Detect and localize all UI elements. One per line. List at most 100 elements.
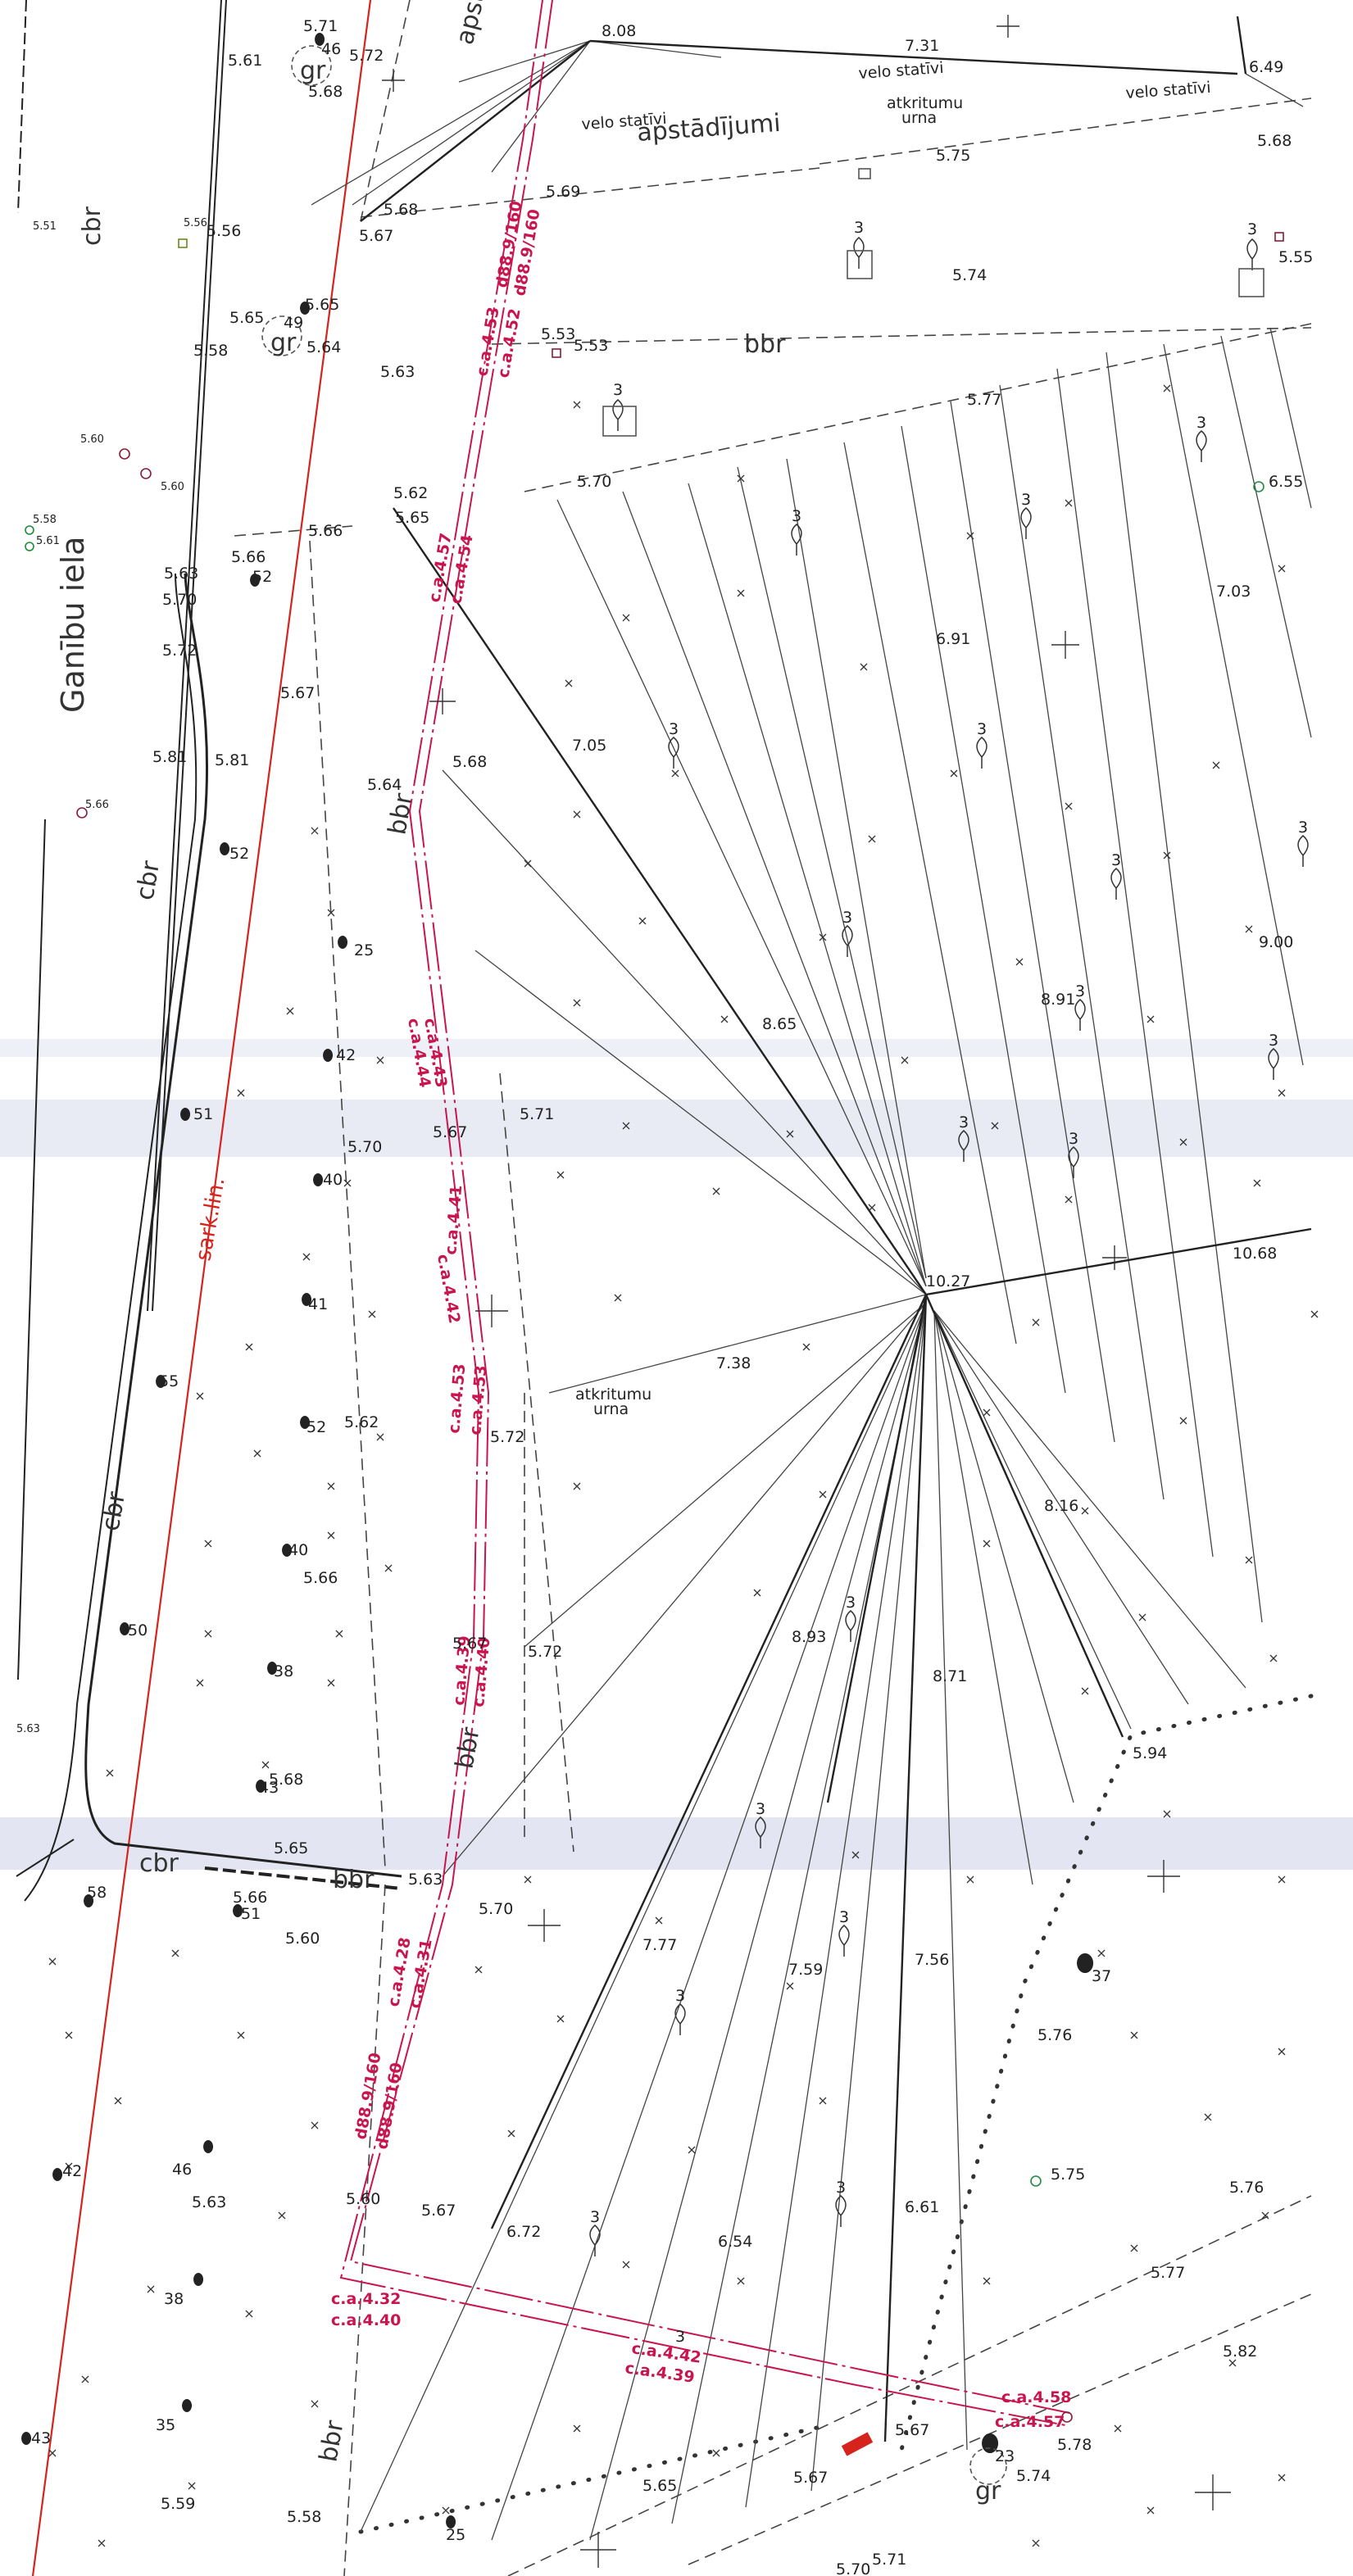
young-tree-label: 3: [756, 1800, 765, 1818]
elevation: 5.82: [1223, 2342, 1257, 2361]
elevation: 5.61: [228, 52, 262, 70]
young-tree-label: 3: [854, 219, 864, 237]
elevation: 7.77: [642, 1936, 677, 1954]
elevation: 5.71: [872, 2551, 906, 2569]
elevation: 5.63: [16, 1723, 40, 1735]
elevation: 8.93: [792, 1628, 826, 1646]
tree-number: 51: [241, 1905, 261, 1923]
surface-label: cbr: [78, 206, 107, 246]
elevation: 5.75: [936, 147, 970, 165]
elevation: 5.77: [1151, 2264, 1185, 2282]
surface-label: bbr: [383, 791, 418, 837]
elevation: 5.58: [33, 514, 57, 526]
young-tree-label: 3: [836, 2179, 846, 2197]
surface-label: cbr: [139, 1849, 179, 1878]
elevation: 5.68: [1257, 132, 1292, 150]
elevation: 5.78: [1057, 2436, 1092, 2454]
elevation: 5.62: [393, 484, 428, 502]
tree-number: 35: [156, 2416, 175, 2434]
elevation: 5.51: [33, 220, 57, 233]
elevation: 5.65: [395, 509, 429, 527]
elevation: 5.67: [895, 2421, 929, 2439]
tree-number: 25: [354, 941, 374, 959]
elevation: 10.68: [1233, 1245, 1277, 1263]
tree-number: 46: [321, 40, 341, 58]
bike-stand-label: velo statīvi: [858, 59, 944, 83]
elevation: 5.66: [231, 548, 266, 566]
utility-label: c.a.4.53: [445, 1363, 469, 1434]
tree-number: 46: [172, 2161, 192, 2179]
elevation: 5.76: [1229, 2179, 1264, 2197]
tree-number: 41: [308, 1295, 328, 1313]
elevation: 5.81: [215, 751, 249, 769]
tree-number: 37: [1092, 1967, 1111, 1985]
utility-label: c.a.4.58: [1001, 2388, 1071, 2406]
young-tree-label: 3: [846, 1594, 856, 1612]
utility-label: c.a.4.32: [331, 2290, 401, 2308]
elevation: 5.65: [229, 309, 264, 327]
elevation: 8.71: [933, 1667, 967, 1685]
elevation: 5.65: [642, 2477, 677, 2495]
elevation: 5.64: [367, 776, 402, 794]
tree-number: 42: [62, 2162, 82, 2180]
elevation: 5.63: [380, 363, 415, 381]
young-tree-label: 3: [613, 381, 623, 399]
young-tree-label: 3: [959, 1113, 969, 1132]
elevation: 5.81: [152, 748, 187, 766]
elevation: 5.72: [490, 1428, 524, 1446]
elevation: 5.63: [408, 1871, 443, 1889]
elevation: 7.05: [572, 737, 606, 755]
young-tree-label: 3: [669, 720, 679, 738]
elevation: 5.70: [162, 591, 197, 609]
young-tree-label: 3: [1196, 414, 1206, 432]
tree-number: 52: [306, 1418, 326, 1436]
elevation: 5.71: [520, 1105, 554, 1123]
utility-label: c.a.4.53: [466, 1364, 490, 1435]
utility-labels: c.a.4.53 c.a.4.52 c.a.4.57 c.a.4.54 c.a.…: [331, 306, 1071, 2431]
tree-numbers: 46 49 52 52 25 42 51 40 41 55 52 40 50 3…: [31, 40, 1111, 2544]
tree-number: 40: [323, 1171, 343, 1189]
elevation: 6.91: [936, 630, 970, 648]
elevation: 5.66: [303, 1569, 338, 1587]
gravel-label: gr: [300, 57, 326, 85]
elevation: 9.00: [1259, 933, 1293, 951]
surface-label: bbr: [744, 330, 786, 359]
gravel-label: gr: [975, 2477, 1001, 2506]
gravel-label: gr: [270, 329, 297, 357]
elevation: 8.16: [1044, 1497, 1078, 1515]
surface-label: cbr: [96, 1490, 131, 1534]
young-tree-label: 3: [792, 507, 801, 525]
bin-label: urna: [901, 109, 937, 127]
elevation: 5.64: [306, 338, 341, 356]
elevation: 5.76: [1037, 2026, 1072, 2044]
tree-number: 58: [87, 1884, 107, 1902]
elevation: 5.66: [308, 522, 343, 540]
elevation: 5.58: [193, 342, 228, 360]
red-line-label: sark.lin.: [191, 1176, 229, 1263]
young-tree-label: 3: [1247, 220, 1257, 238]
elevation: 5.94: [1133, 1744, 1167, 1762]
elevation: 8.91: [1041, 991, 1075, 1009]
elevation: 5.70: [577, 473, 611, 491]
elevation: 5.72: [349, 47, 384, 65]
elevation: 5.68: [452, 753, 487, 771]
tree-number: 50: [128, 1621, 148, 1639]
young-tree-label: 3: [675, 1987, 685, 2005]
elevation: 7.59: [788, 1961, 823, 1979]
tree-number: 25: [446, 2526, 465, 2544]
survey-crosses: [382, 15, 1231, 2568]
slope-lines: [311, 41, 1311, 2540]
tree-number: 23: [995, 2447, 1015, 2465]
elevation: 6.55: [1269, 473, 1303, 491]
elevation: 6.72: [506, 2223, 541, 2241]
elevation: 5.75: [1051, 2166, 1085, 2184]
elevation: 5.68: [308, 83, 343, 101]
young-tree-label: 3: [675, 2328, 685, 2346]
elevation: 5.62: [344, 1413, 379, 1431]
tree-number: 52: [252, 568, 272, 586]
elevation: 5.60: [285, 1930, 320, 1948]
tree-number: 40: [288, 1541, 308, 1559]
elevation: 5.68: [384, 201, 418, 219]
elevation: 5.53: [541, 325, 575, 343]
